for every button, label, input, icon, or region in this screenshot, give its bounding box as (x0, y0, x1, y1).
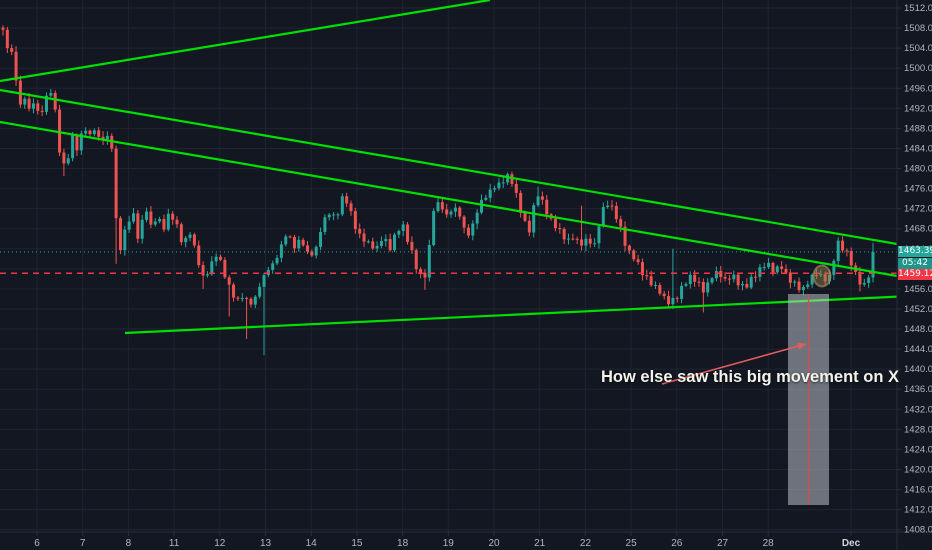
price-axis-label: 1480.00 (904, 164, 932, 175)
price-axis-label: 1512.00 (904, 3, 932, 14)
time-axis-label: 25 (626, 538, 638, 549)
price-axis-label: 1488.00 (904, 123, 932, 134)
price-axis-label: 1416.00 (904, 485, 932, 496)
time-axis-label: 14 (306, 538, 318, 549)
time-axis-label: 22 (580, 538, 592, 549)
time-axis-label: Dec (842, 538, 861, 549)
price-axis-label: 1432.00 (904, 404, 932, 415)
price-axis-label: 1468.00 (904, 224, 932, 235)
price-axis-label: 1476.00 (904, 184, 932, 195)
time-axis-label: 27 (717, 538, 729, 549)
trend-line-descending-upper[interactable] (0, 88, 932, 250)
time-axis-label: 11 (169, 538, 180, 549)
price-axis-label: 1436.00 (904, 384, 932, 395)
trend-line-descending-lower[interactable] (0, 120, 932, 282)
time-axis-label: 12 (214, 538, 226, 549)
price-axis-label: 1500.00 (904, 63, 932, 74)
price-axis-label: 1456.00 (904, 284, 932, 295)
time-axis-label: 18 (397, 538, 409, 549)
price-axis-label: 1452.00 (904, 304, 932, 315)
bar-countdown-badge: 05:42 (898, 258, 932, 269)
price-axis-label: 1424.00 (904, 444, 932, 455)
price-axis-label: 1408.00 (904, 525, 932, 536)
time-axis-label: 21 (534, 538, 546, 549)
time-axis-label: 8 (126, 538, 132, 549)
prev-close-badge: 1459.12 (898, 269, 932, 280)
price-axis-label: 1412.00 (904, 505, 932, 516)
price-axis-label: 1508.00 (904, 23, 932, 34)
time-axis-label: 6 (34, 538, 40, 549)
price-axis-label: 1484.00 (904, 143, 932, 154)
price-axis-label: 1492.00 (904, 103, 932, 114)
price-axis-label: 1420.00 (904, 464, 932, 475)
time-axis-label: 28 (763, 538, 775, 549)
ellipse-highlight[interactable] (812, 264, 832, 288)
time-axis-label: 13 (260, 538, 272, 549)
time-axis[interactable]: 6 7 8 11 12 13 14 15 18 19 20 21 22 25 26 27 28 Dec (34, 532, 861, 549)
price-axis-label: 1440.00 (904, 364, 932, 375)
price-axis-label: 1472.00 (904, 204, 932, 215)
price-axis-label: 1428.00 (904, 424, 932, 435)
grid (0, 0, 897, 532)
annotation-text[interactable]: How else saw this big movement on X (601, 368, 899, 386)
last-price-badge: 1463.39 (898, 246, 932, 257)
time-axis-label: 20 (488, 538, 500, 549)
price-axis-label: 1448.00 (904, 324, 932, 335)
time-axis-label: 26 (671, 538, 683, 549)
price-axis[interactable]: 1408.00 1412.00 1416.00 1420.00 1424.00 1428.… (897, 3, 932, 536)
annotation-arrow[interactable] (661, 342, 807, 385)
time-axis-label: 7 (80, 538, 86, 549)
trend-line-ascending-steep[interactable] (0, 0, 491, 83)
time-axis-label: 15 (351, 538, 363, 549)
time-axis-label: 19 (443, 538, 455, 549)
price-axis-label: 1444.00 (904, 344, 932, 355)
price-axis-label: 1504.00 (904, 43, 932, 54)
price-axis-label: 1496.00 (904, 83, 932, 94)
